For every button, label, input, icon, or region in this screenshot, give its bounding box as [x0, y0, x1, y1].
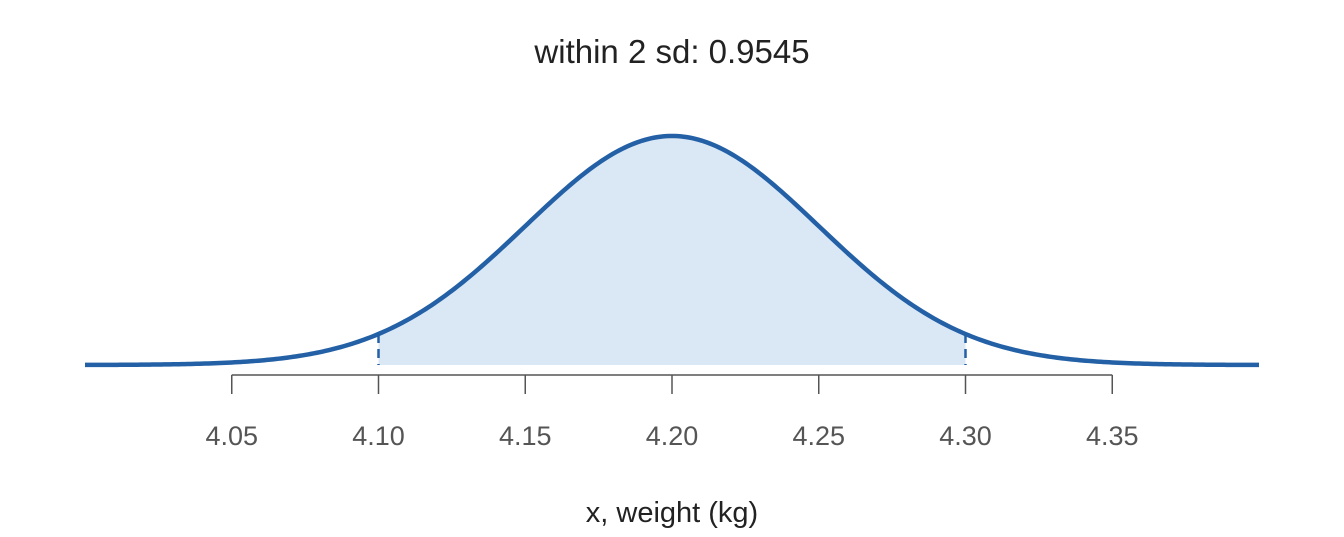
x-axis: 4.05 4.10 4.15 4.20 4.25 4.30 4.35 — [205, 374, 1139, 451]
density-curve — [85, 133, 1259, 368]
x-tick-label: 4.30 — [939, 421, 992, 451]
chart-title: within 2 sd: 0.9545 — [533, 33, 809, 70]
x-tick-label: 4.05 — [205, 421, 258, 451]
x-tick-label: 4.10 — [352, 421, 405, 451]
x-tick-label: 4.25 — [792, 421, 845, 451]
x-axis-label: x, weight (kg) — [586, 497, 758, 529]
shaded-area — [378, 136, 966, 365]
x-tick-label: 4.35 — [1086, 421, 1139, 451]
x-tick-label: 4.15 — [499, 421, 552, 451]
x-tick-label: 4.20 — [646, 421, 699, 451]
